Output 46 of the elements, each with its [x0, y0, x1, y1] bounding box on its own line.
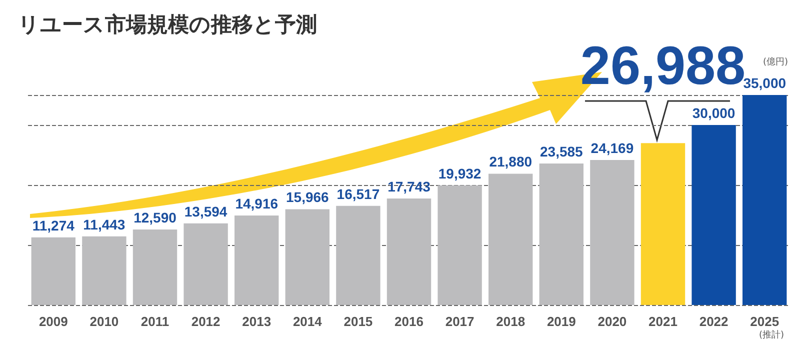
x-tick-label: 2017 [445, 314, 474, 329]
data-label: 12,590 [134, 209, 177, 226]
bar [488, 174, 533, 305]
x-tick-label: 2015 [344, 314, 373, 329]
bar [184, 223, 228, 305]
bar [82, 236, 126, 305]
x-tick-label: 2020 [598, 314, 627, 329]
data-label: 23,585 [540, 143, 584, 160]
x-tick-label: 2022 [699, 314, 728, 329]
bar [539, 163, 584, 305]
x-tick-label: 2014 [292, 314, 323, 329]
x-tick-label: 2019 [546, 314, 576, 329]
x-tick-label: 2012 [191, 314, 220, 329]
data-label: 11,274 [32, 217, 75, 234]
bar [132, 229, 178, 305]
x-tick-label: 2016 [394, 314, 424, 329]
data-label: 30,000 [692, 105, 736, 121]
data-label: 24,169 [590, 140, 634, 156]
bar [438, 185, 482, 305]
x-tick-label: 2025 [750, 314, 780, 329]
data-label: 16,517 [336, 186, 380, 202]
x-tick-label: 2009 [38, 314, 68, 329]
bar [336, 206, 380, 305]
bar [285, 209, 330, 305]
bar [31, 237, 76, 305]
data-label: 14,916 [235, 196, 278, 212]
bar [640, 143, 686, 305]
data-label: 11,443 [83, 216, 126, 232]
text: (億円) [762, 56, 788, 68]
data-label: 15,966 [286, 189, 330, 206]
data-label: 19,932 [438, 165, 482, 182]
x-tick-label: 2013 [242, 314, 272, 329]
bar [234, 216, 279, 305]
bar [386, 198, 432, 305]
data-label: 21,880 [489, 154, 532, 170]
x-tick-label: 2021 [648, 314, 678, 329]
x-tick-label: 2011 [140, 314, 170, 329]
data-label: 35,000 [743, 75, 786, 91]
data-label: 13,594 [184, 203, 228, 220]
bar [742, 95, 787, 305]
text: (推計) [758, 330, 784, 340]
bar [692, 125, 736, 305]
x-tick-label: 2010 [90, 314, 119, 329]
bar [590, 160, 634, 305]
chart-title: リユース市場規模の推移と予測 [18, 12, 317, 36]
x-tick-label: 2018 [496, 314, 526, 329]
